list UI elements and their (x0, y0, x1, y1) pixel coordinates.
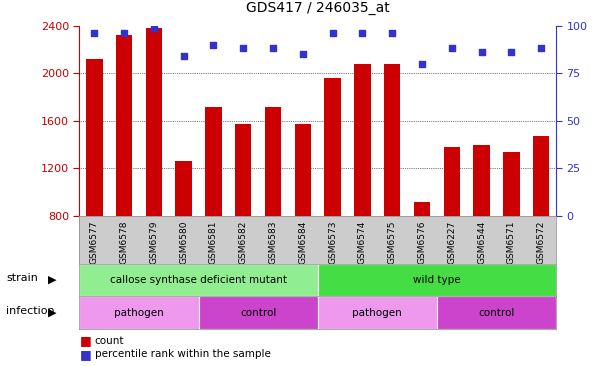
Text: GSM6571: GSM6571 (507, 221, 516, 264)
Bar (324, 78, 341, 216)
Bar (205, 107, 222, 216)
Bar (116, 35, 133, 216)
Bar (199, 296, 318, 329)
Bar (318, 264, 556, 296)
Text: GSM6572: GSM6572 (536, 221, 546, 264)
Point (179, 53, 189, 59)
Point (447, 45, 456, 51)
Text: wild type: wild type (413, 275, 461, 285)
Bar (79, 264, 318, 296)
Text: GSM6577: GSM6577 (90, 221, 99, 264)
Text: GSM6544: GSM6544 (477, 221, 486, 264)
Text: strain: strain (6, 273, 38, 283)
Text: GDS417 / 246035_at: GDS417 / 246035_at (246, 1, 390, 15)
Point (507, 49, 516, 55)
Bar (414, 202, 430, 216)
Text: GSM6584: GSM6584 (298, 221, 307, 264)
Bar (384, 64, 400, 216)
Text: GSM6579: GSM6579 (150, 221, 158, 264)
Text: percentile rank within the sample: percentile rank within the sample (95, 349, 271, 359)
Text: ▶: ▶ (48, 275, 56, 285)
Text: GSM6582: GSM6582 (239, 221, 247, 264)
Bar (86, 59, 103, 216)
Text: GSM6574: GSM6574 (358, 221, 367, 264)
Bar (295, 124, 311, 216)
Text: count: count (95, 336, 124, 346)
Bar (265, 107, 281, 216)
Point (536, 45, 546, 51)
Bar (444, 147, 460, 216)
Text: ■: ■ (79, 348, 91, 361)
Point (298, 51, 308, 57)
Bar (533, 136, 549, 216)
Text: GSM6583: GSM6583 (269, 221, 277, 264)
Point (89, 30, 99, 36)
Bar (235, 124, 252, 216)
Bar (503, 152, 519, 216)
Bar (437, 296, 556, 329)
Point (357, 30, 367, 36)
Point (417, 61, 427, 67)
Point (238, 45, 248, 51)
Text: GSM6573: GSM6573 (328, 221, 337, 264)
Text: ▶: ▶ (48, 308, 56, 318)
Text: ■: ■ (79, 335, 91, 347)
Point (327, 30, 337, 36)
Bar (354, 64, 371, 216)
Text: GSM6580: GSM6580 (179, 221, 188, 264)
Text: control: control (240, 308, 276, 318)
Text: infection: infection (6, 306, 55, 316)
Point (149, 25, 159, 30)
Text: callose synthase deficient mutant: callose synthase deficient mutant (110, 275, 287, 285)
Text: control: control (478, 308, 514, 318)
Point (387, 30, 397, 36)
Point (477, 49, 486, 55)
Text: pathogen: pathogen (114, 308, 164, 318)
Bar (145, 28, 162, 216)
Text: GSM6576: GSM6576 (417, 221, 426, 264)
Bar (318, 296, 437, 329)
Point (268, 45, 278, 51)
Text: pathogen: pathogen (353, 308, 402, 318)
Text: GSM6575: GSM6575 (388, 221, 397, 264)
Bar (175, 161, 192, 216)
Text: GSM6578: GSM6578 (120, 221, 128, 264)
Bar (79, 296, 199, 329)
Text: GSM6227: GSM6227 (447, 221, 456, 264)
Text: GSM6581: GSM6581 (209, 221, 218, 264)
Bar (474, 145, 490, 216)
Point (208, 42, 218, 48)
Point (119, 30, 129, 36)
